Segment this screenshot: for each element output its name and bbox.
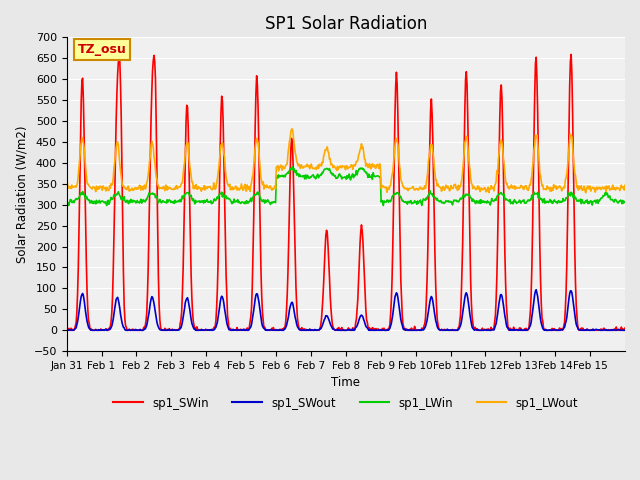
sp1_LWout bbox=[621, 182, 629, 188]
Legend: sp1_SWin, sp1_SWout, sp1_LWin, sp1_LWout: sp1_SWin, sp1_SWout, sp1_LWin, sp1_LWout bbox=[109, 392, 583, 414]
sp1_LWin bbox=[280, 174, 287, 180]
sp1_SWout bbox=[259, 323, 266, 329]
sp1_SWout bbox=[231, 327, 239, 333]
Title: SP1 Solar Radiation: SP1 Solar Radiation bbox=[264, 15, 427, 33]
sp1_LWin bbox=[405, 199, 413, 204]
sp1_SWout bbox=[435, 326, 442, 332]
sp1_SWin bbox=[232, 327, 239, 333]
sp1_LWin bbox=[231, 199, 239, 205]
sp1_LWout bbox=[63, 182, 70, 188]
sp1_SWout bbox=[129, 327, 136, 333]
X-axis label: Time: Time bbox=[332, 376, 360, 389]
sp1_LWout bbox=[280, 165, 287, 171]
sp1_LWin bbox=[621, 199, 629, 204]
sp1_LWout bbox=[129, 185, 136, 191]
sp1_LWin bbox=[129, 200, 136, 205]
sp1_SWout bbox=[63, 327, 70, 333]
sp1_SWin bbox=[436, 327, 444, 333]
sp1_LWin bbox=[63, 198, 70, 204]
sp1_LWout bbox=[231, 186, 239, 192]
sp1_SWout bbox=[403, 327, 411, 333]
sp1_SWin bbox=[63, 327, 70, 333]
Line: sp1_SWout: sp1_SWout bbox=[67, 290, 625, 330]
sp1_SWout bbox=[532, 287, 540, 293]
Line: sp1_LWin: sp1_LWin bbox=[67, 167, 625, 205]
Text: TZ_osu: TZ_osu bbox=[78, 43, 127, 56]
Line: sp1_SWin: sp1_SWin bbox=[67, 54, 625, 330]
sp1_SWout bbox=[621, 327, 629, 333]
sp1_SWin bbox=[63, 327, 71, 333]
sp1_LWin bbox=[436, 198, 444, 204]
sp1_LWout bbox=[582, 190, 589, 196]
Line: sp1_LWout: sp1_LWout bbox=[67, 129, 625, 193]
sp1_LWout bbox=[259, 181, 266, 187]
sp1_SWin bbox=[259, 317, 267, 323]
sp1_SWin bbox=[129, 326, 137, 332]
sp1_SWin bbox=[404, 327, 412, 333]
sp1_LWout bbox=[436, 184, 444, 190]
sp1_SWin bbox=[280, 324, 288, 330]
sp1_LWin bbox=[380, 203, 387, 208]
Y-axis label: Solar Radiation (W/m2): Solar Radiation (W/m2) bbox=[15, 125, 28, 263]
sp1_LWin bbox=[259, 199, 266, 204]
sp1_LWout bbox=[404, 188, 412, 193]
sp1_SWout bbox=[280, 327, 287, 333]
sp1_LWin bbox=[289, 164, 296, 170]
sp1_SWin bbox=[567, 51, 575, 57]
sp1_LWout bbox=[289, 126, 296, 132]
sp1_SWin bbox=[621, 325, 629, 331]
